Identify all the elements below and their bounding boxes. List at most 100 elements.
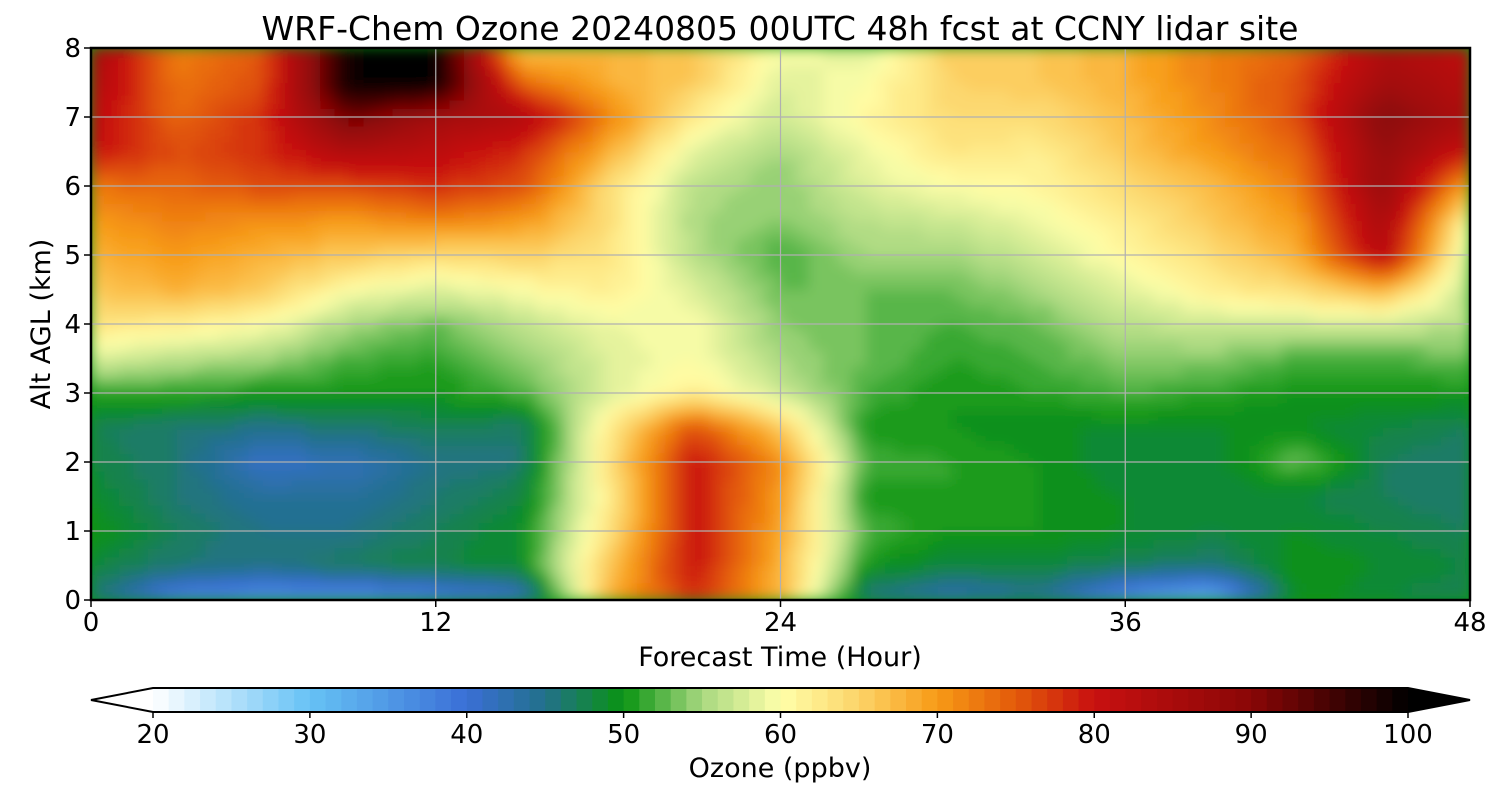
heatmap-cell: [1110, 228, 1126, 239]
heatmap-cell: [1282, 271, 1299, 282]
heatmap-cell: [636, 478, 652, 489]
heatmap-cell: [708, 280, 724, 291]
heatmap-cell: [650, 564, 667, 575]
heatmap-cell: [894, 582, 911, 592]
heatmap-cell: [1067, 375, 1083, 385]
heatmap-cell: [952, 357, 968, 368]
heatmap-cell: [1009, 288, 1026, 299]
heatmap-cell: [995, 323, 1011, 334]
heatmap-cell: [1268, 254, 1284, 265]
heatmap-cell: [234, 280, 250, 291]
heatmap-cell: [1110, 176, 1126, 187]
heatmap-cell: [1167, 263, 1184, 273]
heatmap-cell: [521, 288, 537, 299]
heatmap-cell: [248, 228, 264, 239]
heatmap-cell: [449, 392, 466, 403]
heatmap-cell: [104, 582, 121, 592]
heatmap-cell: [1411, 461, 1428, 472]
heatmap-cell: [1455, 228, 1470, 239]
heatmap-cell: [708, 444, 724, 454]
heatmap-cell: [1383, 418, 1399, 429]
heatmap-cell: [1095, 590, 1112, 600]
heatmap-cell: [794, 366, 810, 377]
heatmap-cell: [722, 470, 738, 480]
heatmap-cell: [492, 478, 509, 489]
heatmap-cell: [1182, 228, 1198, 239]
heatmap-cell: [1196, 245, 1213, 256]
heatmap-cell: [1009, 219, 1026, 230]
heatmap-cell: [176, 280, 193, 291]
heatmap-cell: [607, 185, 624, 196]
heatmap-cell: [492, 461, 509, 472]
heatmap-cell: [1067, 176, 1083, 187]
heatmap-cell: [1225, 340, 1241, 351]
heatmap-cell: [91, 495, 106, 506]
heatmap-cell: [923, 297, 940, 308]
heatmap-cell: [679, 495, 695, 506]
heatmap-cell: [1368, 150, 1385, 161]
heatmap-cell: [952, 470, 968, 480]
heatmap-cell: [866, 202, 882, 213]
heatmap-cell: [91, 245, 106, 256]
heatmap-cell: [664, 228, 681, 239]
heatmap-cell: [234, 582, 250, 592]
heatmap-cell: [550, 556, 566, 567]
heatmap-cell: [277, 185, 293, 196]
heatmap-cell: [1124, 539, 1141, 549]
heatmap-cell: [1426, 582, 1442, 592]
heatmap-cell: [1110, 245, 1126, 256]
heatmap-cell: [736, 547, 753, 558]
heatmap-cell: [736, 237, 753, 247]
heatmap-cell: [348, 547, 365, 558]
heatmap-cell: [1325, 530, 1342, 541]
heatmap-cell: [1311, 495, 1327, 506]
heatmap-cell: [679, 202, 695, 213]
heatmap-cell: [190, 159, 207, 170]
heatmap-cell: [147, 573, 164, 584]
heatmap-cell: [822, 366, 839, 377]
heatmap-cell: [664, 487, 681, 498]
heatmap-cell: [104, 306, 121, 316]
heatmap-cell: [1253, 573, 1270, 584]
heatmap-cell: [794, 478, 810, 489]
heatmap-cell: [320, 452, 336, 463]
heatmap-cell: [1081, 426, 1098, 437]
heatmap-cell: [420, 435, 437, 446]
heatmap-cell: [1196, 194, 1213, 204]
heatmap-cell: [190, 530, 207, 541]
heatmap-cell: [147, 556, 164, 567]
heatmap-cell: [1268, 202, 1284, 213]
heatmap-cell: [1297, 168, 1313, 178]
heatmap-cell: [205, 245, 221, 256]
heatmap-cell: [1411, 409, 1428, 420]
heatmap-cell: [219, 280, 236, 291]
heatmap-cell: [305, 211, 322, 222]
heatmap-cell: [981, 435, 997, 446]
heatmap-cell: [205, 297, 221, 308]
heatmap-cell: [851, 194, 868, 204]
heatmap-cell: [1210, 211, 1227, 222]
heatmap-cell: [607, 478, 624, 489]
heatmap-cell: [377, 409, 394, 420]
heatmap-cell: [550, 461, 566, 472]
heatmap-cell: [650, 159, 667, 170]
heatmap-cell: [1210, 237, 1227, 247]
heatmap-cell: [593, 219, 609, 230]
heatmap-cell: [1095, 288, 1112, 299]
heatmap-cell: [1397, 590, 1414, 600]
heatmap-cell: [995, 590, 1011, 600]
heatmap-cell: [406, 219, 422, 230]
heatmap-cell: [693, 211, 710, 222]
heatmap-cell: [1038, 314, 1055, 325]
heatmap-cell: [722, 211, 738, 222]
heatmap-cell: [219, 487, 236, 498]
heatmap-cell: [1024, 176, 1040, 187]
heatmap-cell: [1210, 176, 1227, 187]
heatmap-cell: [1340, 237, 1356, 247]
heatmap-cell: [679, 383, 695, 394]
heatmap-cell: [1110, 332, 1126, 342]
heatmap-cell: [808, 513, 825, 523]
heatmap-cell: [1411, 582, 1428, 592]
heatmap-cell: [621, 168, 638, 178]
heatmap-cell: [406, 280, 422, 291]
